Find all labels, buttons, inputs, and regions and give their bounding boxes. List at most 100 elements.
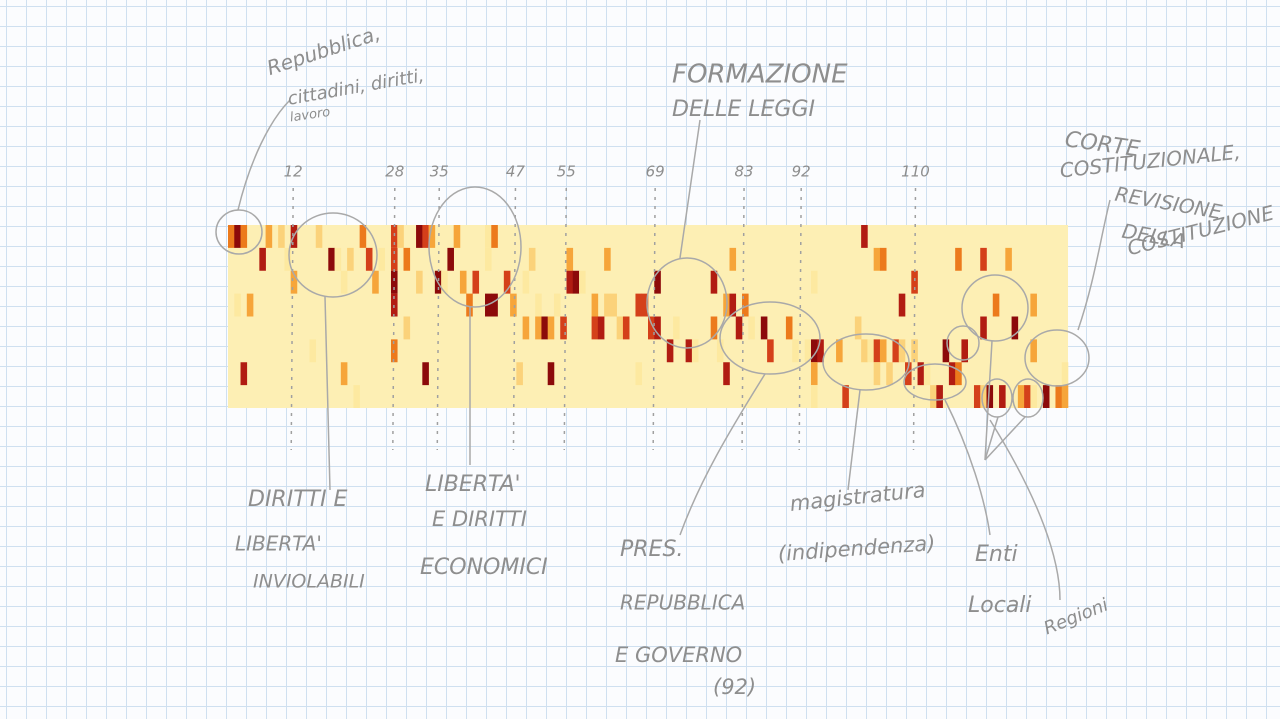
tick-label: 47 <box>506 163 526 181</box>
annotation-text: Regioni <box>1041 595 1111 640</box>
heatmap-cell <box>729 247 737 271</box>
heatmap-cell <box>710 316 718 340</box>
circle <box>288 212 378 298</box>
heatmap-cell <box>1061 385 1069 408</box>
heatmap-cell <box>403 316 411 340</box>
heatmap-cell <box>1005 247 1012 271</box>
heatmap-cell <box>491 225 498 248</box>
heatmap-cell <box>616 316 624 340</box>
heatmap-cell <box>873 339 881 363</box>
heatmap-cell <box>955 362 962 386</box>
circle <box>215 209 263 255</box>
heatmap-cell <box>854 316 862 340</box>
leader <box>324 296 331 491</box>
leader-lines <box>237 99 1111 601</box>
heatmap-cell <box>873 247 881 271</box>
heatmap-cell <box>510 293 517 317</box>
heatmap-cell <box>691 339 699 363</box>
heatmap-cell <box>673 316 680 340</box>
heatmap-cell <box>284 247 291 271</box>
annotation-text: ECONOMICI <box>420 555 548 580</box>
heatmap-cell <box>1030 339 1037 363</box>
heatmap-cell <box>503 270 511 294</box>
heatmap-cell <box>973 385 981 408</box>
heatmap-cell <box>911 270 918 294</box>
heatmap-cell <box>579 270 586 294</box>
annotation-text: REPUBBLICA <box>620 591 745 615</box>
heatmap-cell <box>528 247 536 271</box>
circles <box>215 186 1090 418</box>
circle <box>1012 378 1044 418</box>
heatmap-cell <box>535 316 542 340</box>
heatmap-cell <box>422 225 429 248</box>
annotation-text: DELLE LEGGI <box>672 97 815 122</box>
circle <box>428 186 522 308</box>
heatmap-cell <box>980 385 987 408</box>
heatmap-cell <box>1061 362 1069 386</box>
circle <box>961 274 1029 342</box>
heatmap-cell <box>547 316 555 340</box>
heatmap-cell <box>666 339 674 363</box>
annotation-text: PRES. <box>620 537 683 562</box>
annotation-text: E DIRITTI <box>432 507 527 531</box>
tick-label: 69 <box>646 163 665 181</box>
heatmap-cell <box>810 339 818 363</box>
leader <box>989 419 1061 601</box>
heatmap-cell <box>1055 385 1063 408</box>
heatmap-cell <box>340 270 348 294</box>
heatmap-cell <box>810 385 818 408</box>
heatmap-cell <box>1011 316 1019 340</box>
heatmap-cell <box>597 316 605 340</box>
heatmap-cell <box>742 293 749 317</box>
heatmap-cell <box>246 293 254 317</box>
tick-line <box>798 187 802 451</box>
heatmap-cell <box>898 293 906 317</box>
tick-label: 92 <box>792 163 811 181</box>
heatmap-cell <box>240 225 248 248</box>
heatmap-cell <box>861 225 868 248</box>
heatmap-cell <box>635 362 643 386</box>
tick-line <box>741 187 745 451</box>
leader <box>944 399 991 536</box>
heatmap-cell <box>390 247 398 271</box>
tick-line <box>512 187 517 451</box>
tick-line <box>290 187 294 451</box>
heatmap-cell <box>535 293 542 317</box>
heatmap-cell <box>604 293 611 317</box>
leader <box>679 119 701 259</box>
heatmap-cell <box>648 316 655 340</box>
heatmap-cell <box>265 225 273 248</box>
tick-line <box>563 187 567 451</box>
leader <box>237 99 291 211</box>
heatmap-cell <box>980 316 987 340</box>
heatmap-cell <box>948 362 956 386</box>
heatmap-cell <box>917 362 925 386</box>
heatmap-cell <box>390 270 398 294</box>
tick-line <box>392 187 396 451</box>
annotation-text: FORMAZIONE <box>672 60 848 90</box>
heatmap-cell <box>767 339 774 363</box>
leader <box>847 389 861 491</box>
heatmap-cell <box>817 339 824 363</box>
heatmap-cell <box>422 362 429 386</box>
heatmap-cell <box>879 247 887 271</box>
heatmap-cell <box>453 225 461 248</box>
heatmap-cell <box>234 225 241 248</box>
tick-line <box>652 187 656 451</box>
heatmap-cell <box>760 316 768 340</box>
heatmap-cell <box>403 247 411 271</box>
leader <box>679 373 766 536</box>
annotation-text: LIBERTA' <box>235 532 322 556</box>
annotation-text: (indipendenza) <box>777 531 936 566</box>
heatmap-cell <box>1030 385 1037 408</box>
heatmap-cell <box>372 270 379 294</box>
heatmap-cell <box>353 385 360 408</box>
circle <box>981 378 1013 418</box>
tick-line <box>912 187 917 451</box>
heatmap-cell <box>416 270 423 294</box>
heatmap-cell <box>867 339 874 363</box>
heatmap-cell <box>898 339 906 363</box>
annotation-text: (92) <box>713 675 756 699</box>
heatmap-cell <box>359 225 367 248</box>
